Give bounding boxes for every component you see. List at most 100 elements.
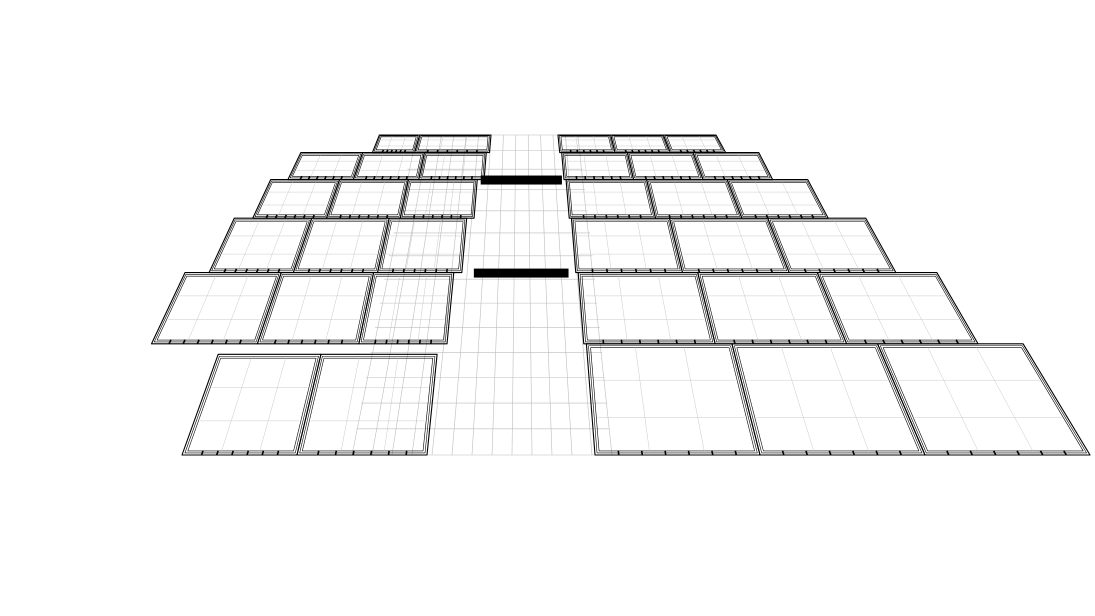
- cell-subgrid: [735, 221, 753, 270]
- cell-tick: [832, 268, 836, 273]
- cell-tick: [712, 268, 715, 273]
- cell-outline: [699, 274, 845, 343]
- cell-tick: [312, 214, 316, 219]
- cell-outline: [671, 219, 788, 272]
- right-cell-r2-c3: [692, 151, 774, 181]
- cell-tick: [1039, 450, 1044, 456]
- cell-subgrid: [782, 182, 799, 216]
- left-cell-r2-c2: [352, 151, 425, 181]
- ground-grid-line: [391, 134, 442, 456]
- cell-tick: [265, 214, 269, 219]
- cell-tick: [299, 175, 303, 180]
- cell-subgrid: [755, 182, 770, 216]
- cell-outline: [292, 155, 360, 177]
- cell-tick: [754, 214, 758, 219]
- cell-tick: [182, 339, 186, 345]
- cell-tick: [407, 339, 410, 344]
- cell-tick: [697, 268, 701, 273]
- cell-outline: [561, 151, 635, 181]
- cell-tick: [339, 214, 342, 219]
- cell-tick: [361, 268, 365, 273]
- cell-outline: [731, 182, 824, 216]
- cell-tick: [302, 214, 306, 219]
- cell-tick: [424, 268, 427, 273]
- ground-grid-line: [431, 134, 467, 456]
- cell-outline: [876, 343, 1091, 456]
- cell-tick: [352, 450, 355, 456]
- cell-tick: [396, 339, 399, 344]
- cell-outline: [728, 180, 827, 217]
- cell-subgrid: [291, 275, 312, 341]
- cell-subgrid: [976, 347, 1034, 452]
- cell-subgrid: [259, 357, 286, 452]
- cell-outline: [299, 355, 436, 454]
- cell-tick: [431, 214, 434, 219]
- cell-outline: [569, 182, 652, 216]
- cell-tick: [332, 175, 335, 180]
- cell-subgrid: [830, 347, 869, 452]
- cell-tick: [367, 214, 370, 219]
- cell-outline: [417, 136, 489, 151]
- cell-subgrid: [387, 136, 393, 151]
- cell-tick: [277, 268, 281, 273]
- ground-grid-line: [511, 134, 517, 456]
- ground-grid-line: [371, 134, 430, 456]
- cell-tick: [787, 339, 791, 345]
- cell-tick: [315, 175, 319, 180]
- cell-subgrid: [464, 136, 468, 151]
- cell-tick: [755, 268, 759, 273]
- cell-outline: [257, 182, 336, 216]
- cell-tick: [276, 450, 280, 456]
- cell-tick: [734, 450, 738, 456]
- cell-subgrid: [701, 182, 713, 216]
- left-cell-r3-c1: [252, 178, 341, 219]
- cell-tick: [847, 268, 851, 273]
- left-cell-r5-c2: [256, 272, 375, 345]
- cell-subgrid: [188, 275, 216, 341]
- cell-outline: [574, 221, 679, 270]
- left-cell-r4-c1: [208, 217, 313, 274]
- left-cell-r3-c2: [325, 178, 409, 219]
- cell-subgrid: [671, 155, 680, 177]
- cell-outline: [731, 343, 926, 456]
- cell-tick: [781, 450, 785, 456]
- cell-outline: [673, 221, 785, 270]
- cell-tick: [307, 268, 311, 273]
- cell-tick: [340, 339, 344, 345]
- cell-subgrid: [737, 154, 749, 177]
- cell-subgrid: [927, 347, 979, 452]
- cell-tick: [882, 339, 886, 345]
- right-cell-r3-c2: [646, 178, 743, 219]
- cell-outline: [613, 136, 667, 151]
- cell-tick: [373, 175, 376, 180]
- cell-tick: [664, 450, 667, 456]
- cell-outline: [736, 347, 920, 452]
- cell-subgrid: [397, 155, 404, 177]
- right-cell-r3-c3: [726, 178, 829, 219]
- right-cell-r6-c2: [731, 343, 926, 456]
- cell-subgrid: [699, 136, 707, 151]
- ground-grid-line: [491, 134, 504, 456]
- cell-subgrid: [593, 182, 598, 216]
- cell-tick: [679, 214, 683, 219]
- cell-tick: [387, 450, 390, 456]
- cell-subgrid: [583, 155, 588, 177]
- cell-tick: [691, 214, 694, 219]
- ground-grid-line: [527, 134, 533, 456]
- cell-outline: [701, 275, 842, 341]
- cell-subgrid: [781, 347, 815, 452]
- cell-outline: [880, 345, 1087, 454]
- cell-subgrid: [637, 221, 647, 270]
- cell-tick: [628, 214, 631, 219]
- cell-tick: [662, 175, 665, 180]
- cell-outline: [692, 151, 774, 181]
- cell-subgrid: [221, 357, 252, 452]
- cell-tick: [200, 450, 204, 456]
- cell-tick: [261, 450, 265, 456]
- right-cell-r4-c1: [570, 217, 684, 274]
- left-cell-r6-c2: [296, 353, 438, 456]
- ground-grid-line: [451, 134, 479, 456]
- cell-tick: [863, 339, 868, 345]
- cell-subgrid: [683, 347, 705, 452]
